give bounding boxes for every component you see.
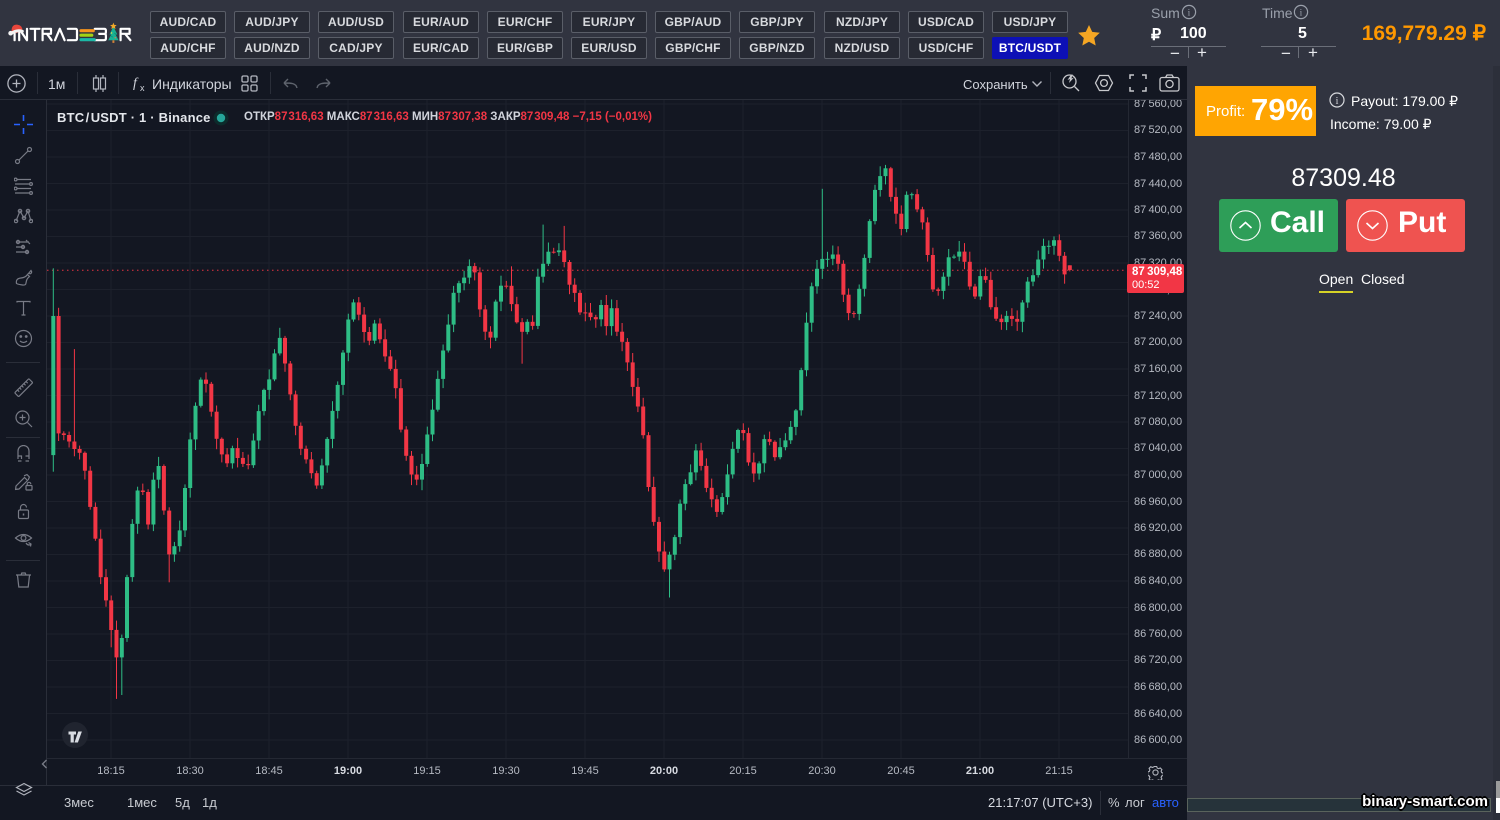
svg-text:i: i (1336, 96, 1339, 107)
svg-text:i: i (1300, 9, 1303, 19)
svg-text:f: f (133, 76, 139, 91)
svg-text:i: i (1188, 9, 1191, 19)
svg-text:x: x (140, 83, 145, 93)
